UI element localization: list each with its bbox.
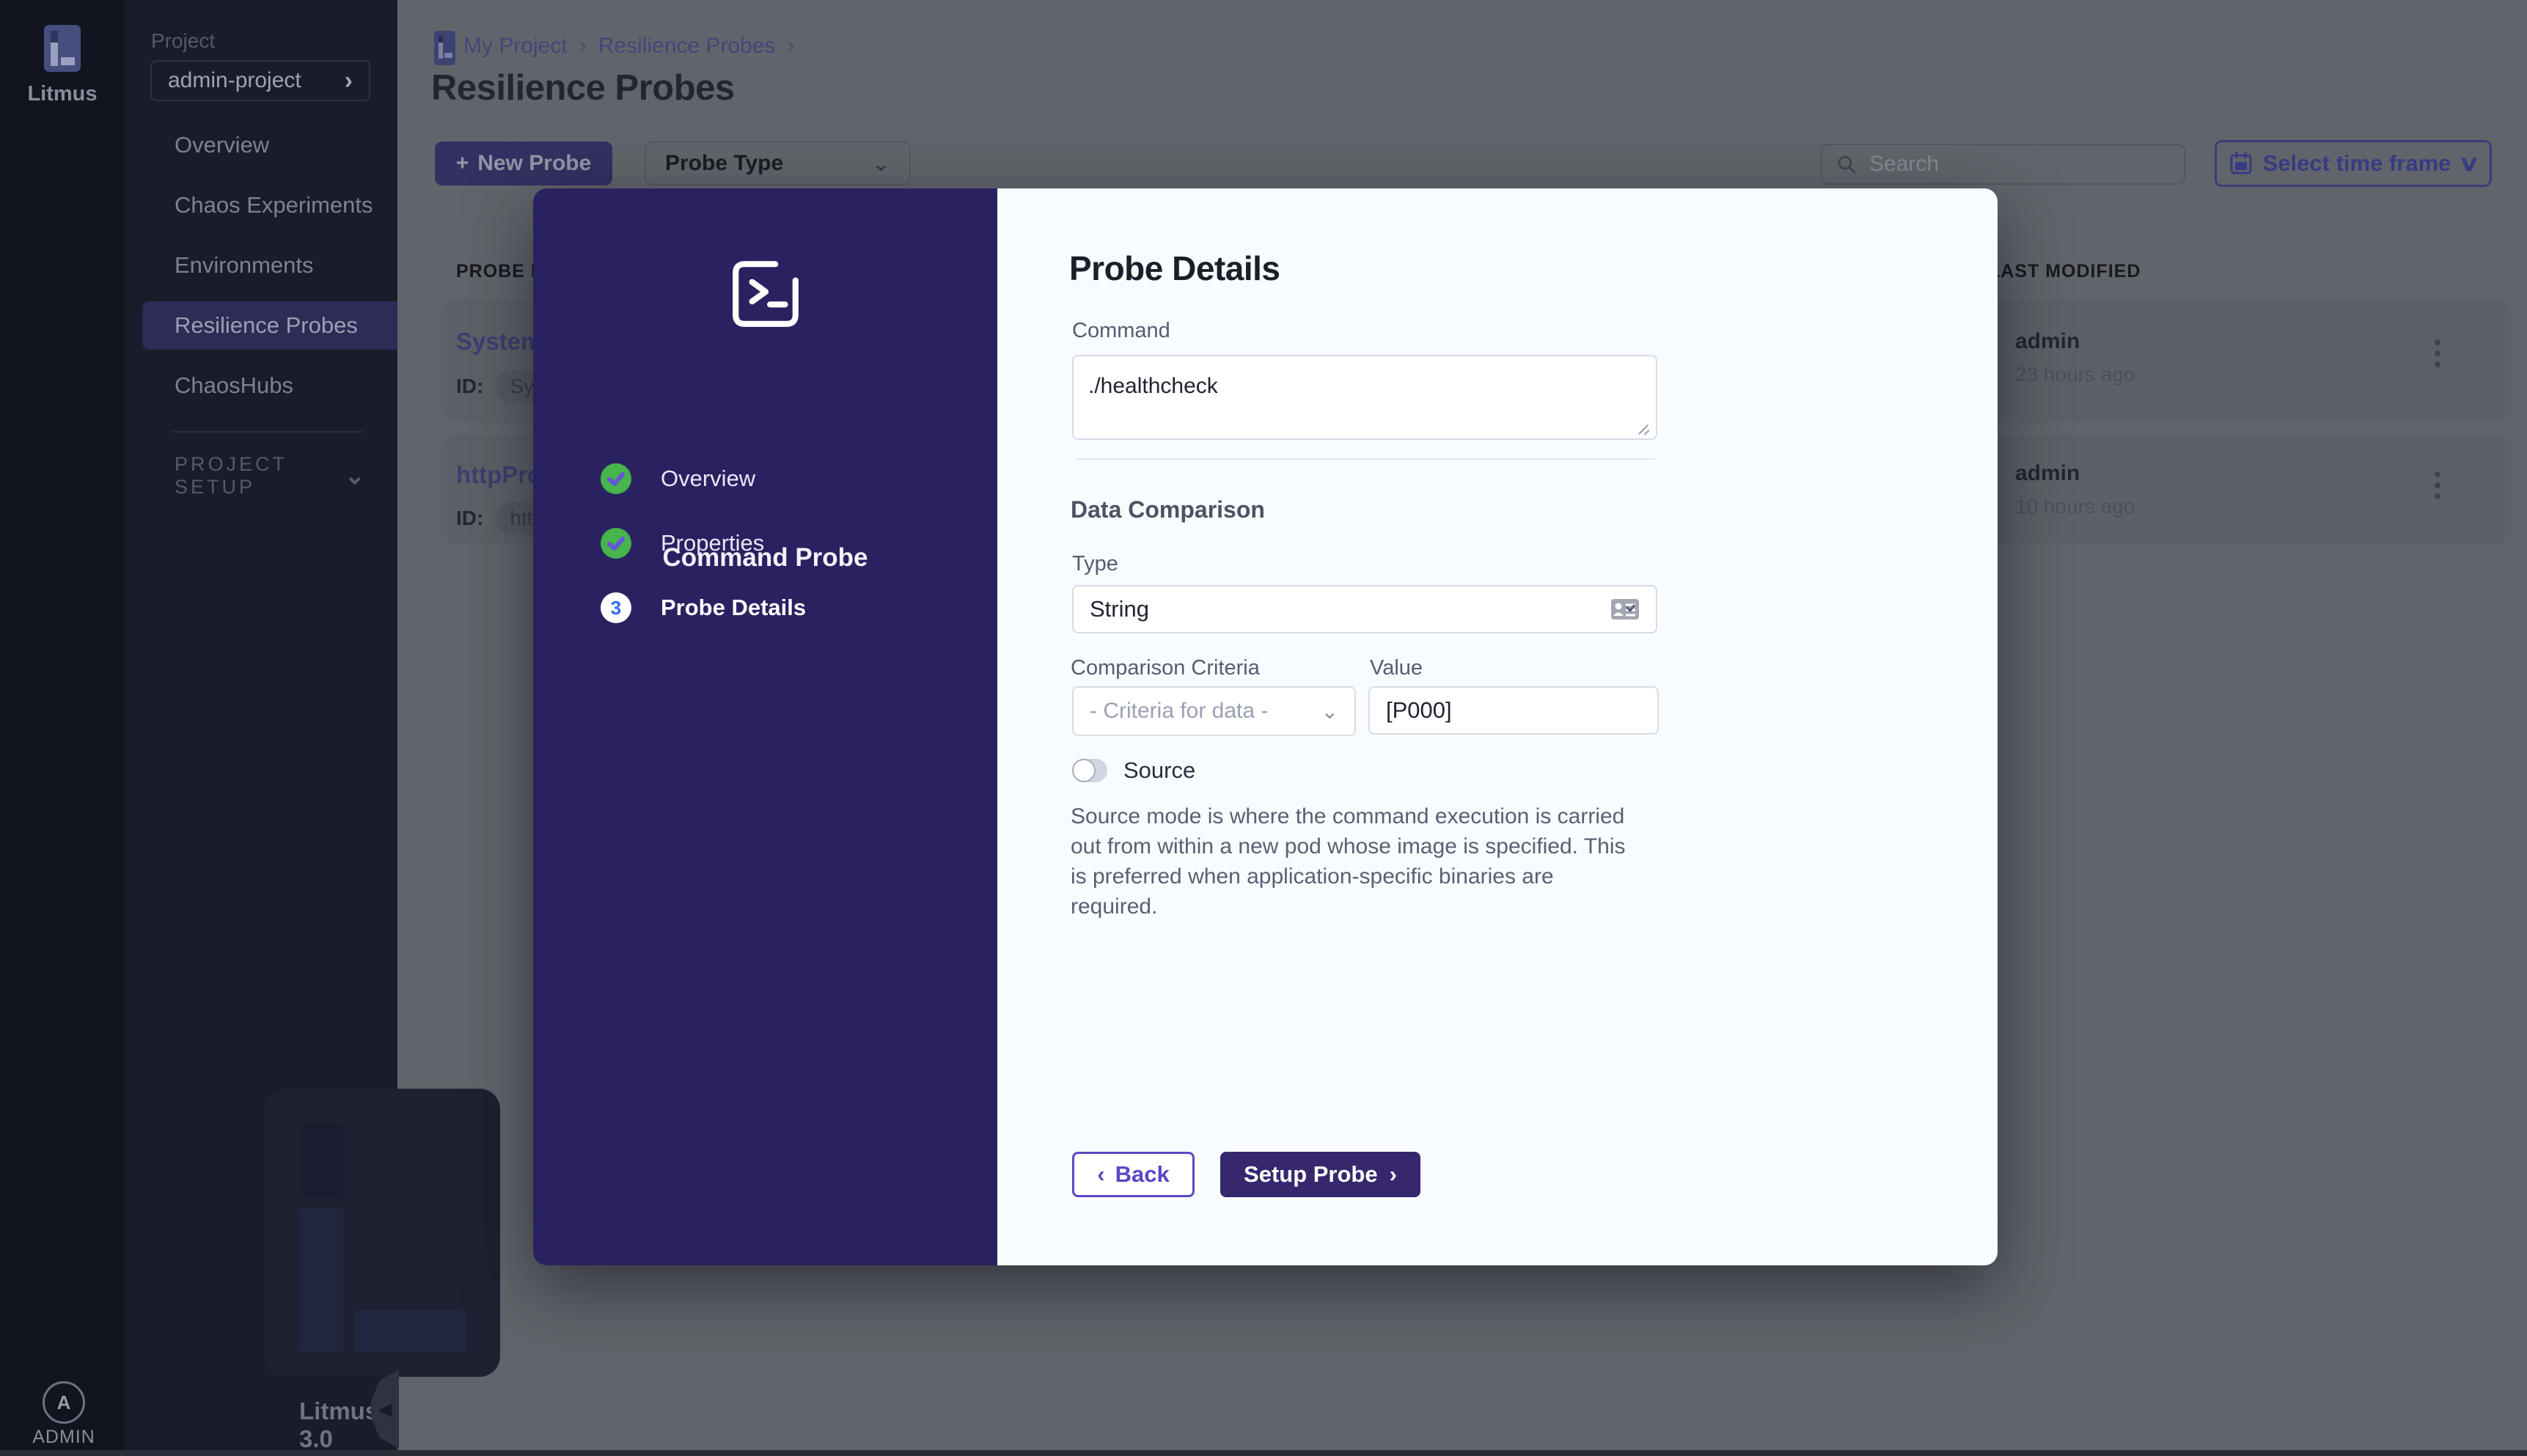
breadcrumb-my-project[interactable]: My Project bbox=[463, 34, 568, 58]
contact-card-icon bbox=[1611, 599, 1639, 619]
step-properties[interactable]: Properties bbox=[601, 528, 764, 559]
search-input[interactable] bbox=[1868, 151, 2171, 177]
setup-probe-button[interactable]: Setup Probe › bbox=[1220, 1152, 1420, 1197]
column-header-last-modified: LAST MODIFIED bbox=[1989, 261, 2141, 282]
probe-name-link[interactable]: System bbox=[456, 328, 543, 355]
row-menu-kebab-icon[interactable] bbox=[2430, 335, 2445, 372]
page-title: Resilience Probes bbox=[431, 68, 735, 108]
modified-ago: 10 hours ago bbox=[2015, 495, 2135, 518]
source-help-text: Source mode is where the command executi… bbox=[1071, 804, 1626, 919]
project-selector[interactable]: admin-project › bbox=[150, 60, 370, 101]
time-frame-button[interactable]: Select time frame ∨ bbox=[2215, 140, 2492, 187]
breadcrumb-resilience-probes[interactable]: Resilience Probes bbox=[598, 34, 776, 58]
chevron-down-icon: ∨ bbox=[2457, 151, 2481, 176]
chevron-left-icon: ‹ bbox=[1097, 1161, 1105, 1187]
brand-label: Litmus bbox=[27, 82, 98, 106]
breadcrumb: My Project › Resilience Probes › bbox=[463, 34, 795, 59]
command-textarea[interactable]: ./healthcheck bbox=[1072, 355, 1657, 440]
value-label: Value bbox=[1370, 656, 1423, 680]
criteria-dropdown[interactable]: - Criteria for data - ⌄ bbox=[1072, 686, 1356, 736]
sidebar-rail: Litmus A ADMIN bbox=[0, 0, 125, 1450]
breadcrumb-separator: › bbox=[787, 34, 795, 58]
user-avatar[interactable]: A bbox=[43, 1381, 85, 1424]
step-number-icon: 3 bbox=[601, 592, 631, 623]
sidebar-divider bbox=[172, 431, 364, 433]
breadcrumb-separator: › bbox=[579, 34, 587, 58]
collapse-arrow-icon: ◀ bbox=[378, 1399, 392, 1419]
probe-type-dropdown[interactable]: Probe Type ⌄ bbox=[645, 141, 911, 185]
sidebar-item-resilience-probes[interactable]: Resilience Probes bbox=[142, 301, 397, 350]
calendar-icon bbox=[2230, 151, 2252, 174]
form-divider bbox=[1077, 458, 1654, 460]
back-button[interactable]: ‹ Back bbox=[1072, 1152, 1195, 1197]
litmus-logo-icon[interactable] bbox=[44, 25, 81, 72]
search-icon bbox=[1838, 155, 1856, 174]
source-toggle[interactable] bbox=[1072, 759, 1107, 782]
project-selector-value: admin-project bbox=[168, 68, 301, 92]
sidebar-item-chaos-experiments[interactable]: Chaos Experiments bbox=[175, 192, 373, 218]
sidebar-nav-panel: Project admin-project › Overview Chaos E… bbox=[125, 0, 500, 1452]
terminal-icon bbox=[733, 261, 799, 327]
row-menu-kebab-icon[interactable] bbox=[2430, 467, 2445, 504]
sidebar-nav: Overview Chaos Experiments Environments … bbox=[125, 121, 397, 422]
modified-by: admin bbox=[2015, 461, 2080, 485]
step-overview[interactable]: Overview bbox=[601, 463, 755, 494]
type-label: Type bbox=[1072, 552, 1118, 576]
step-probe-details[interactable]: 3 Probe Details bbox=[601, 592, 806, 623]
user-role-label: ADMIN bbox=[32, 1427, 95, 1447]
source-label: Source bbox=[1123, 757, 1196, 783]
litmus-watermark bbox=[264, 1089, 500, 1377]
chevron-down-icon: ⌄ bbox=[1321, 699, 1338, 723]
type-input[interactable]: String bbox=[1072, 585, 1657, 633]
probe-setup-modal: Command Probe Overview Properties 3 Prob… bbox=[533, 188, 1998, 1265]
chevron-right-icon: › bbox=[1389, 1161, 1397, 1187]
sidebar-item-chaoshubs[interactable]: ChaosHubs bbox=[175, 372, 293, 398]
project-setup-section[interactable]: PROJECT SETUP ⌄ bbox=[175, 453, 366, 498]
sidebar-item-environments[interactable]: Environments bbox=[175, 252, 314, 278]
modified-ago: 23 hours ago bbox=[2015, 363, 2135, 386]
data-comparison-heading: Data Comparison bbox=[1071, 496, 1265, 523]
plus-icon: + bbox=[455, 151, 469, 175]
modified-by: admin bbox=[2015, 329, 2080, 353]
new-probe-button[interactable]: + New Probe bbox=[435, 141, 612, 185]
app-version: Litmus 3.0 bbox=[299, 1397, 379, 1452]
criteria-label: Comparison Criteria bbox=[1071, 656, 1260, 680]
modal-heading: Probe Details bbox=[1069, 249, 1280, 287]
check-circle-icon bbox=[601, 528, 631, 559]
chevron-down-icon: ⌄ bbox=[871, 151, 890, 176]
chevron-down-icon: ⌄ bbox=[344, 462, 366, 490]
project-label: Project bbox=[151, 29, 216, 52]
modal-sidebar: Command Probe Overview Properties 3 Prob… bbox=[533, 188, 997, 1265]
breadcrumb-logo-icon bbox=[434, 31, 455, 65]
search-box bbox=[1821, 144, 2185, 185]
value-input[interactable]: [P000] bbox=[1368, 686, 1659, 735]
probe-type-title: Command Probe bbox=[662, 543, 868, 572]
probe-name-link[interactable]: httpPro bbox=[456, 461, 543, 488]
bottom-edge bbox=[0, 1450, 2527, 1456]
check-circle-icon bbox=[601, 463, 631, 494]
chevron-right-icon: › bbox=[344, 66, 353, 95]
command-label: Command bbox=[1072, 319, 1170, 342]
sidebar-item-overview[interactable]: Overview bbox=[175, 132, 270, 158]
